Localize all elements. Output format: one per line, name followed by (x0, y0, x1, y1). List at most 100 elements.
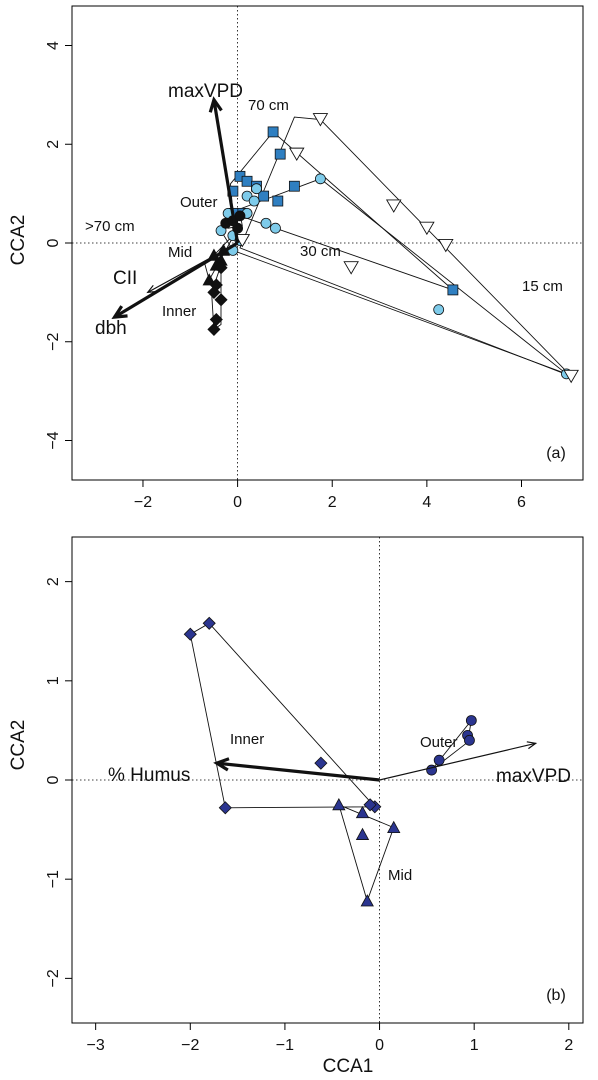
data-point (355, 827, 370, 840)
vector-arrowhead (526, 741, 538, 750)
data-point (288, 147, 305, 162)
vector-label-cii: CII (113, 268, 137, 289)
panel-a-y-axis-label: CCA2 (8, 215, 29, 266)
data-point (312, 113, 329, 127)
data-point (270, 222, 281, 234)
data-point (234, 234, 251, 248)
panel-b: −3 −2 −1 0 1 2 −2 −1 0 1 2 CCA2 CCA1 (b) Inner Out… (8, 536, 584, 1077)
x-tick-label: −2 (134, 494, 152, 511)
annotation-15cm: 15 cm (522, 278, 563, 295)
panel-b-x-axis-label: CCA1 (323, 1056, 374, 1077)
x-tick-label: 2 (564, 1037, 573, 1054)
y-tick-label: 4 (45, 41, 62, 50)
data-point (433, 304, 445, 316)
data-point (260, 217, 272, 229)
data-point (433, 754, 445, 766)
data-point (332, 797, 346, 811)
x-tick-label: 1 (470, 1037, 479, 1054)
y-tick-label: 1 (45, 676, 62, 685)
data-point (563, 369, 579, 384)
annotation-inner: Inner (162, 303, 196, 320)
annotation-mid-b: Mid (388, 867, 412, 884)
data-point (214, 293, 228, 307)
data-point (315, 173, 326, 185)
annotation-30cm: 30 cm (300, 243, 341, 260)
y-tick-label: 0 (45, 238, 62, 247)
panel-a-label: (a) (546, 445, 566, 462)
data-point (419, 221, 435, 236)
vector-label-dbh: dbh (95, 318, 127, 339)
annotation-mid: Mid (168, 244, 192, 261)
data-point (438, 239, 454, 253)
annotation-gt70cm: >70 cm (85, 218, 135, 235)
data-point (355, 805, 370, 819)
vector-label-maxvpd-a: maxVPD (168, 81, 243, 102)
x-tick-label: 0 (375, 1037, 384, 1054)
data-point (274, 148, 286, 160)
annotation-outer: Outer (180, 194, 218, 211)
data-point (387, 820, 401, 834)
y-tick-label: 2 (45, 140, 62, 149)
data-point (343, 261, 359, 275)
hull-70cm (230, 131, 454, 291)
vector-arrowhead (111, 305, 128, 319)
vector-arrow (379, 742, 536, 781)
annotation-inner-b: Inner (230, 731, 264, 748)
panel-a-vectors (111, 96, 240, 319)
data-point (202, 616, 216, 630)
data-point (267, 126, 279, 138)
data-point (258, 190, 270, 202)
panel-a-ticks: −2 0 2 4 6 −4 −2 0 2 4 (45, 41, 526, 511)
x-tick-label: −2 (181, 1037, 199, 1054)
data-point (447, 284, 459, 296)
data-point (465, 715, 477, 726)
data-point (202, 273, 216, 286)
data-point (218, 801, 232, 815)
data-point (360, 894, 374, 907)
y-tick-label: 2 (45, 577, 62, 586)
y-tick-label: −2 (45, 333, 62, 351)
data-point (272, 195, 284, 207)
vector-arrowhead (208, 96, 223, 113)
panel-b-y-axis-label: CCA2 (8, 720, 29, 771)
vector-arrow (212, 99, 240, 244)
y-tick-label: −2 (45, 969, 62, 987)
vector-arrow (216, 761, 380, 782)
x-tick-label: 0 (233, 494, 242, 511)
data-point (464, 734, 475, 746)
data-point (214, 261, 228, 275)
panel-a-hulls (203, 116, 572, 377)
data-point (183, 627, 197, 641)
annotation-outer-b: Outer (420, 734, 458, 751)
vector-label-humus: % Humus (108, 765, 190, 786)
hull-mid (338, 804, 395, 903)
data-point (314, 756, 328, 770)
x-tick-label: −1 (276, 1037, 294, 1054)
data-point (385, 199, 402, 213)
data-point (234, 210, 246, 222)
panel-b-points (183, 616, 477, 907)
data-point (251, 183, 262, 195)
panel-b-label: (b) (546, 987, 566, 1004)
panel-a-points (202, 113, 579, 384)
panel-b-hulls (189, 622, 473, 903)
data-point (248, 195, 260, 207)
panel-b-vectors (213, 741, 538, 782)
vector-label-maxvpd-b: maxVPD (496, 766, 571, 787)
y-tick-label: −4 (45, 431, 62, 449)
vector-arrow (113, 241, 239, 319)
vector-arrowhead (213, 757, 230, 772)
data-point (207, 322, 221, 336)
x-tick-label: 4 (422, 494, 431, 511)
y-tick-label: 0 (45, 775, 62, 784)
data-point (363, 798, 377, 812)
hull-inner (189, 622, 376, 809)
annotation-70cm: 70 cm (248, 97, 289, 114)
data-point (288, 180, 300, 192)
data-point (209, 312, 223, 327)
y-tick-label: −1 (45, 870, 62, 888)
data-point (207, 285, 221, 299)
x-tick-label: −3 (87, 1037, 105, 1054)
panel-a: −2 0 2 4 6 −4 −2 0 2 4 CCA2 (a) 70 cm 30 cm 15 cm… (8, 5, 584, 511)
